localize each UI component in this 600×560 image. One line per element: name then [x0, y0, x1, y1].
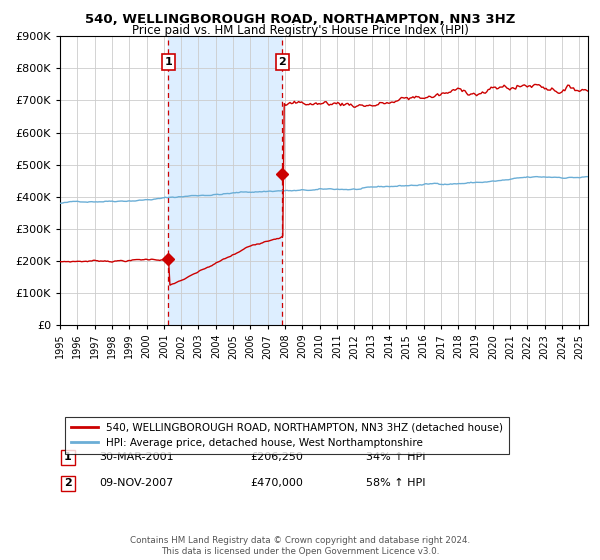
Text: £206,250: £206,250	[250, 452, 303, 463]
Text: Contains HM Land Registry data © Crown copyright and database right 2024.
This d: Contains HM Land Registry data © Crown c…	[130, 536, 470, 556]
Text: 09-NOV-2007: 09-NOV-2007	[100, 478, 174, 488]
Text: 2: 2	[64, 478, 72, 488]
Text: 30-MAR-2001: 30-MAR-2001	[100, 452, 174, 463]
Bar	[168, 36, 283, 325]
Text: Price paid vs. HM Land Registry's House Price Index (HPI): Price paid vs. HM Land Registry's House …	[131, 24, 469, 36]
Text: 34% ↑ HPI: 34% ↑ HPI	[366, 452, 426, 463]
Text: 1: 1	[164, 57, 172, 67]
Text: 540, WELLINGBOROUGH ROAD, NORTHAMPTON, NN3 3HZ: 540, WELLINGBOROUGH ROAD, NORTHAMPTON, N…	[85, 13, 515, 26]
Text: £470,000: £470,000	[250, 478, 303, 488]
Text: 58% ↑ HPI: 58% ↑ HPI	[366, 478, 426, 488]
Text: 2: 2	[278, 57, 286, 67]
Legend: 540, WELLINGBOROUGH ROAD, NORTHAMPTON, NN3 3HZ (detached house), HPI: Average pr: 540, WELLINGBOROUGH ROAD, NORTHAMPTON, N…	[65, 417, 509, 454]
Text: 1: 1	[64, 452, 72, 463]
